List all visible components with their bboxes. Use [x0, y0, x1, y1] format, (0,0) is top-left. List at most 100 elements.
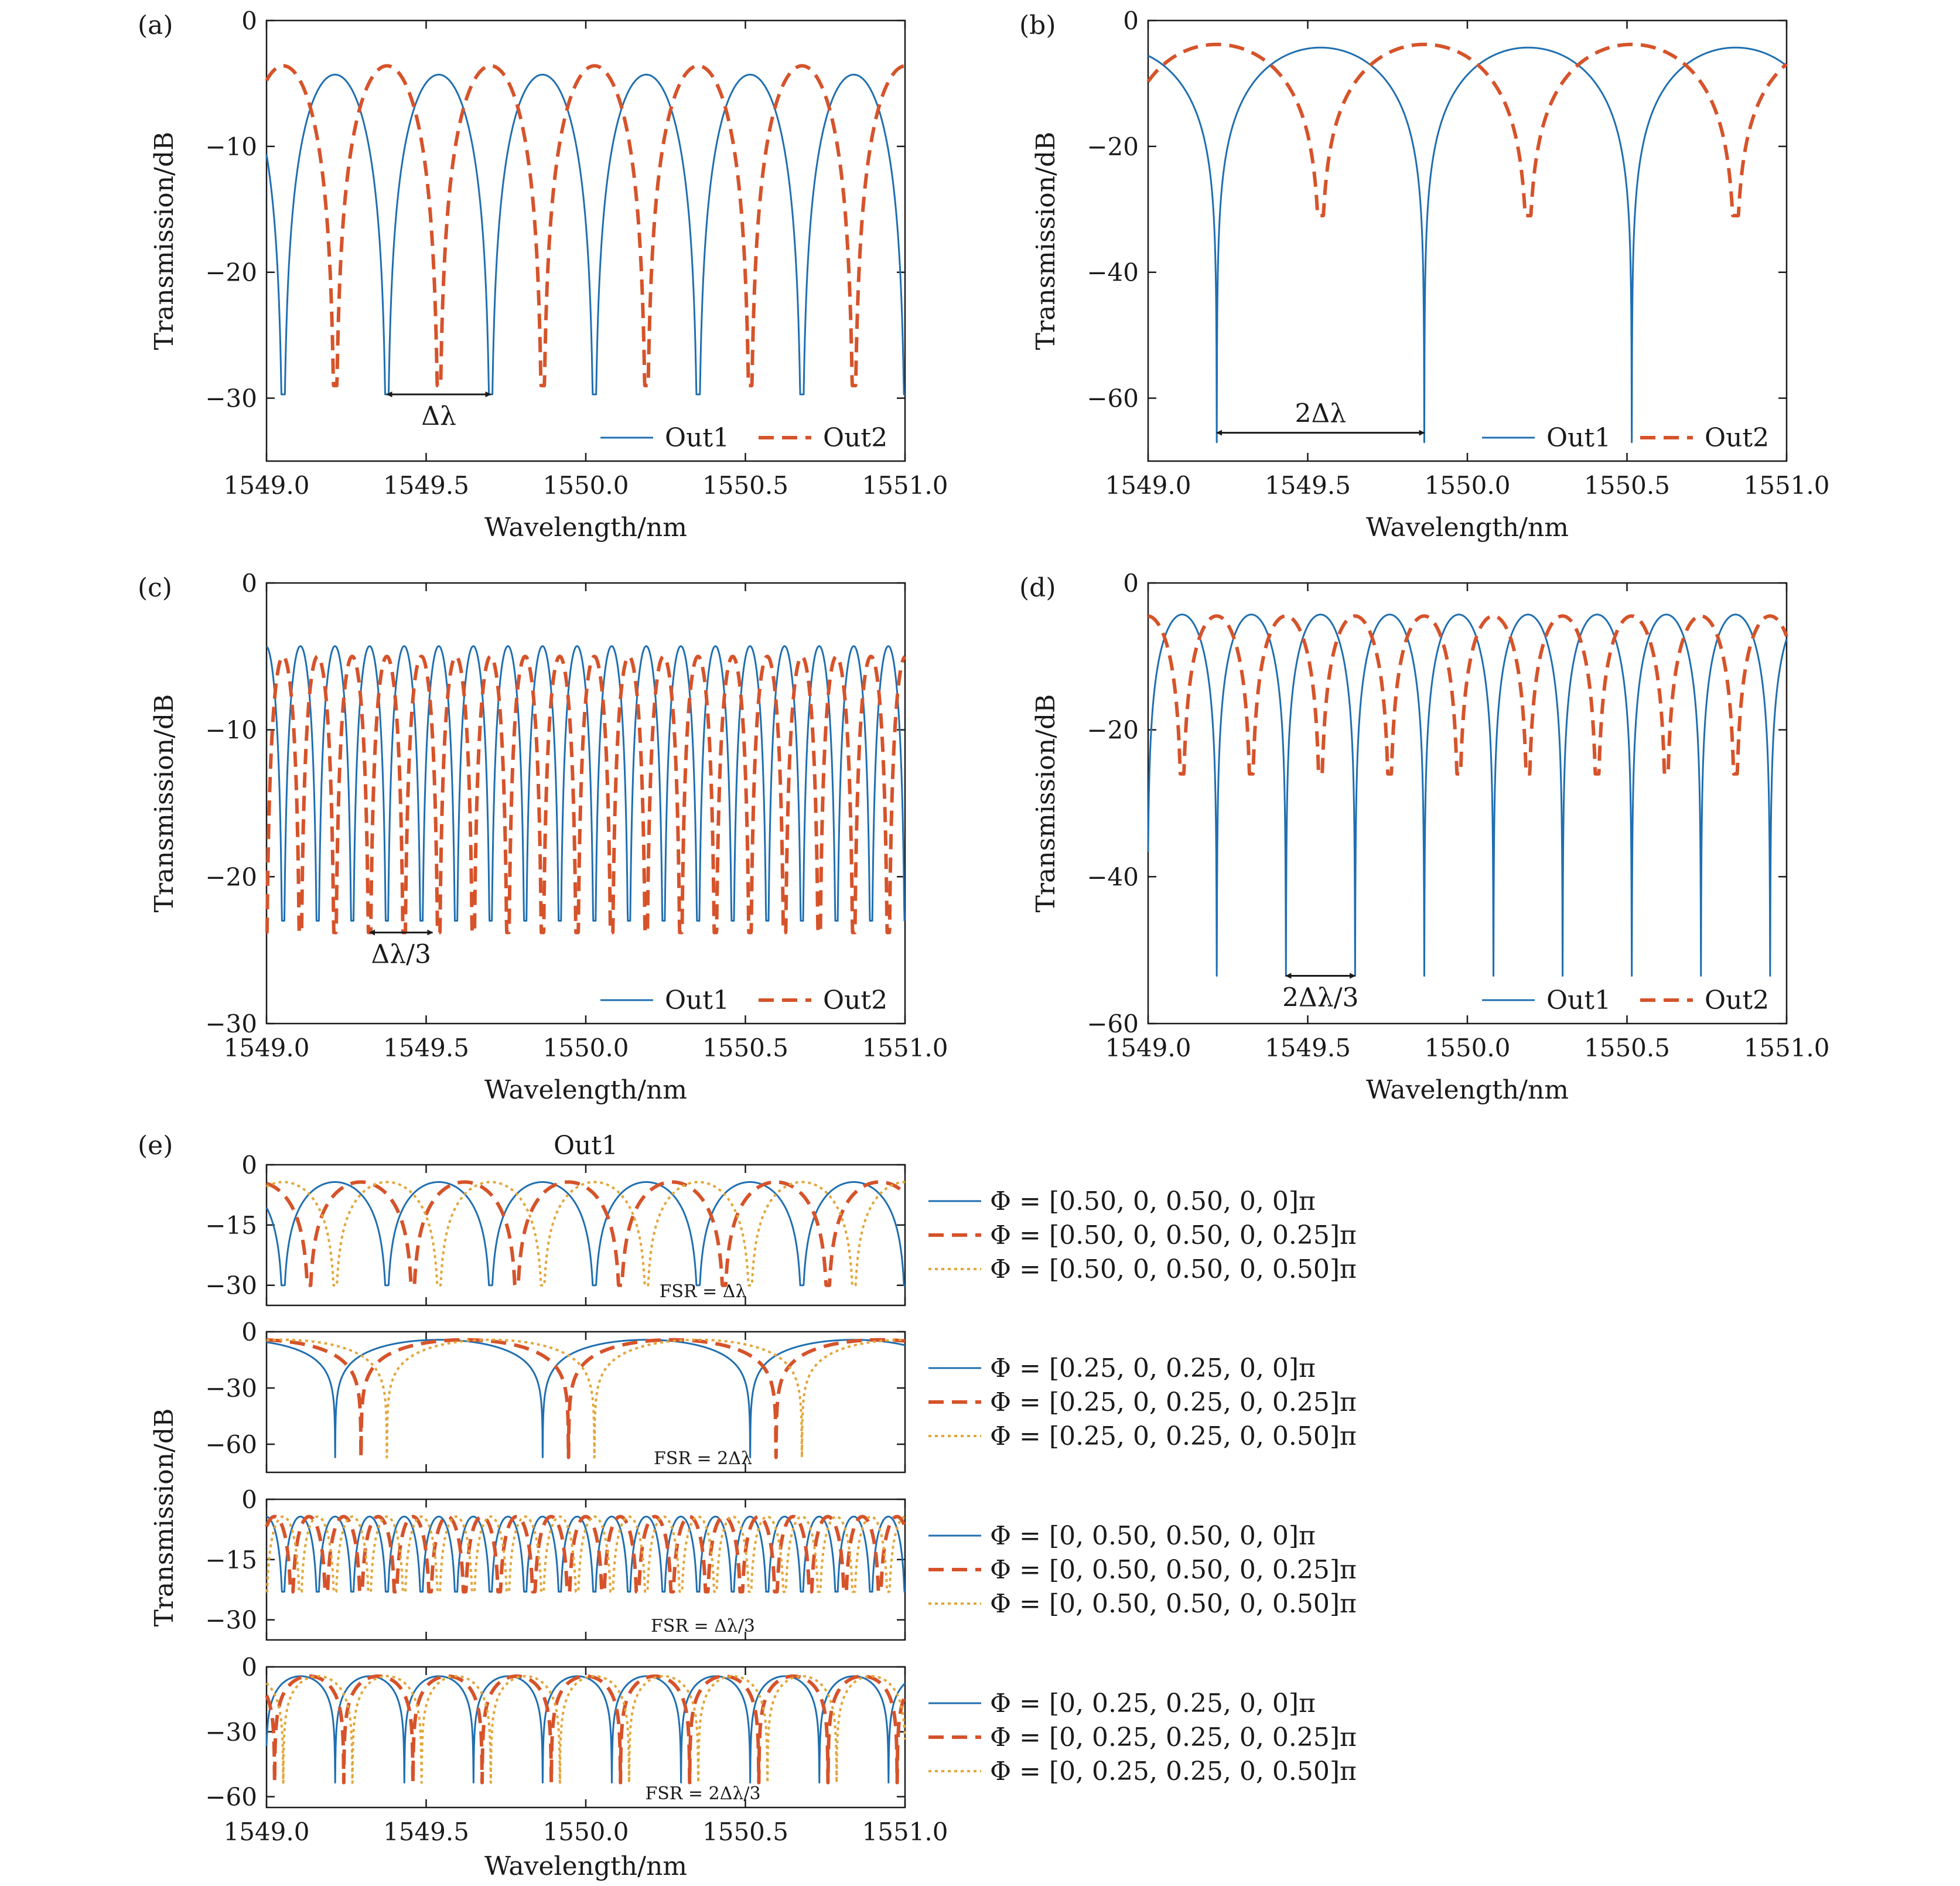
- panel-d: (d) 1549.0 1549.5 1550.0 1550.5 1551.0 0 −20 −40…: [1019, 569, 1829, 1105]
- subaxis-xtick-label: 1549.0: [224, 1817, 310, 1846]
- axis-ytick-label: −20: [1087, 132, 1139, 161]
- axis-xtick-label: 1549.5: [383, 471, 469, 500]
- legend-label-1: Out1: [665, 985, 729, 1015]
- subaxis-xtick-label: 1549.5: [383, 1817, 469, 1846]
- axis-ytick-label: 0: [1123, 569, 1139, 598]
- subseries-3: [265, 1515, 906, 1593]
- fsr-label: FSR = Δλ/3: [651, 1616, 755, 1636]
- axis-ytick-label: −20: [205, 258, 257, 287]
- subplot-4: 1549.0 1549.5 1550.0 1550.5 1551.0 0 −30 −60 FSR…: [205, 1653, 1357, 1846]
- axis-xtick-label: 1550.5: [1584, 471, 1670, 500]
- x-axis-label: Wavelength/nm: [484, 1851, 687, 1881]
- axis-ytick-label: 0: [1123, 6, 1139, 35]
- subseries-1: [265, 1181, 906, 1287]
- axis-ytick-label: −30: [205, 1009, 257, 1038]
- subaxis-ytick-label: −30: [205, 1374, 257, 1403]
- y-axis-label: Transmission/dB: [1031, 132, 1061, 350]
- axis-xtick-label: 1551.0: [862, 1034, 948, 1062]
- axis-ytick-label: 0: [241, 569, 257, 598]
- series-out2: [265, 654, 907, 935]
- panel-c: (c) 1549.0 1549.5 1550.0 1550.5 1551.0 0 −10 −20…: [138, 569, 948, 1105]
- axis-xtick-label: 1549.0: [1105, 1034, 1191, 1062]
- legend-label-2: Out2: [1705, 423, 1769, 453]
- subaxis-ytick-label: −30: [205, 1606, 257, 1635]
- axis-ytick-label: −40: [1087, 862, 1139, 891]
- fsr-label: FSR = 2Δλ/3: [645, 1783, 760, 1804]
- subaxis-ytick-label: 0: [241, 1485, 257, 1514]
- panel-b: (b) 1549.0 1549.5 1550.0 1550.5 1551.0 0 −20 −40…: [1019, 6, 1829, 543]
- subaxis-ytick-label: 0: [241, 1318, 257, 1346]
- axis-xtick-label: 1550.0: [1425, 1034, 1511, 1062]
- panel-letter: (b): [1019, 11, 1056, 40]
- axis-ytick-label: 0: [241, 6, 257, 35]
- fsr-label: FSR = Δλ: [660, 1281, 747, 1302]
- subplot-2: 0 −30 −60 FSR = 2Δλ Φ = [0.25, 0, 0.25, 0, 0…: [205, 1318, 1357, 1474]
- series-out1: [1147, 46, 1788, 444]
- legend-label-2: Φ = [0, 0.25, 0.25, 0, 0.25]π: [990, 1723, 1357, 1752]
- legend-label-1: Φ = [0.25, 0, 0.25, 0, 0]π: [990, 1353, 1316, 1383]
- legend-label-1: Φ = [0, 0.25, 0.25, 0, 0]π: [990, 1689, 1316, 1718]
- axis-xtick-label: 1549.5: [1265, 471, 1351, 500]
- series-out1: [1147, 613, 1788, 977]
- y-axis-label: Transmission/dB: [149, 1408, 179, 1627]
- subaxis-ytick-label: −30: [205, 1271, 257, 1300]
- subaxis-frame: [265, 1666, 906, 1809]
- legend-label-1: Out1: [1546, 423, 1611, 453]
- legend-label-3: Φ = [0.25, 0, 0.25, 0, 0.50]π: [990, 1421, 1357, 1451]
- y-axis-label: Transmission/dB: [149, 132, 179, 350]
- axis-ytick-label: −30: [205, 384, 257, 413]
- annotation-label: Δλ/3: [371, 940, 431, 970]
- x-axis-label: Wavelength/nm: [484, 1075, 687, 1105]
- axis-xtick-label: 1550.5: [702, 1034, 788, 1062]
- axis-ytick-label: −60: [1087, 384, 1139, 413]
- subaxis-ytick-label: −60: [205, 1783, 257, 1812]
- subaxis-ytick-label: 0: [241, 1151, 257, 1179]
- legend-label-2: Out2: [823, 423, 887, 453]
- panel-letter: (d): [1019, 573, 1056, 603]
- subplot-1: 0 −15 −30 FSR = Δλ Φ = [0.50, 0, 0.50, 0, 0]…: [205, 1151, 1357, 1307]
- legend-label-2: Out2: [1705, 985, 1769, 1015]
- panel-letter: (e): [138, 1131, 173, 1161]
- legend-label-2: Φ = [0, 0.50, 0.50, 0, 0.25]π: [990, 1555, 1357, 1585]
- x-axis-label: Wavelength/nm: [1366, 513, 1569, 543]
- legend-label-3: Φ = [0, 0.50, 0.50, 0, 0.50]π: [990, 1589, 1357, 1619]
- legend-label-3: Φ = [0.50, 0, 0.50, 0, 0.50]π: [990, 1254, 1357, 1284]
- subplot-title: Out1: [554, 1131, 618, 1161]
- subaxis-xtick-label: 1550.0: [543, 1817, 629, 1846]
- axis-xtick-label: 1549.5: [1265, 1034, 1351, 1062]
- subseries-2: [265, 1515, 907, 1594]
- subaxis-ytick-label: −30: [205, 1718, 257, 1747]
- y-axis-label: Transmission/dB: [149, 694, 179, 913]
- series-out2: [1146, 614, 1788, 776]
- axis-xtick-label: 1549.0: [224, 471, 310, 500]
- subseries-1: [265, 1515, 906, 1593]
- axis-xtick-label: 1550.5: [702, 471, 788, 500]
- axis-xtick-label: 1550.0: [543, 471, 629, 500]
- subplot-3: 0 −15 −30 FSR = Δλ/3 Φ = [0, 0.50, 0.50, 0, …: [205, 1485, 1357, 1641]
- subaxis-ytick-label: −15: [205, 1211, 257, 1240]
- subseries-2: [265, 1338, 907, 1459]
- axis-xtick-label: 1550.5: [1584, 1034, 1670, 1062]
- legend-label-1: Φ = [0, 0.50, 0.50, 0, 0]π: [990, 1521, 1316, 1551]
- subseries-3: [265, 1674, 906, 1784]
- fsr-label: FSR = 2Δλ: [654, 1448, 752, 1469]
- subseries-3: [265, 1338, 906, 1459]
- series-out2: [265, 64, 907, 388]
- axis-ytick-label: −60: [1087, 1009, 1139, 1038]
- legend-label-2: Φ = [0.25, 0, 0.25, 0, 0.25]π: [990, 1387, 1357, 1417]
- y-axis-label: Transmission/dB: [1031, 694, 1061, 913]
- legend-label-1: Out1: [1546, 985, 1611, 1015]
- axis-frame: [265, 582, 906, 1025]
- subseries-1: [265, 1339, 906, 1458]
- axis-xtick-label: 1550.0: [1425, 471, 1511, 500]
- subaxis-ytick-label: 0: [241, 1653, 257, 1682]
- axis-xtick-label: 1551.0: [1744, 471, 1830, 500]
- axis-xtick-label: 1550.0: [543, 1034, 629, 1062]
- subaxis-xtick-label: 1551.0: [862, 1817, 948, 1846]
- subaxis-ytick-label: −15: [205, 1546, 257, 1574]
- axis-xtick-label: 1549.5: [383, 1034, 469, 1062]
- annotation-label: Δλ: [421, 401, 456, 431]
- axis-ytick-label: −20: [205, 862, 257, 891]
- legend-label-2: Out2: [823, 985, 887, 1015]
- series-out1: [265, 73, 906, 395]
